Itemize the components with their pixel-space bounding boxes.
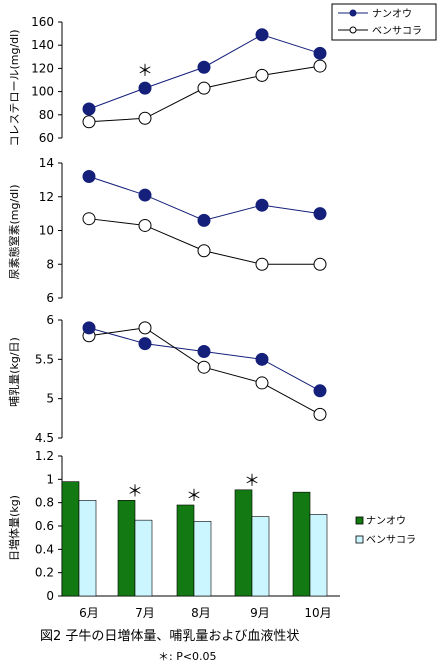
cholesterol-point-2 <box>255 68 269 82</box>
daily-gain-bar-1 <box>292 491 311 597</box>
cholesterol-y-tick-label: 160 <box>31 15 54 29</box>
legend-bensa-marker <box>349 26 357 34</box>
daily-gain-y-tick-label: 0 <box>46 589 54 603</box>
urea-nitrogen-point-2 <box>197 244 211 258</box>
daily-gain-y-tick-label: 1 <box>46 472 54 486</box>
legend-top: ナンオウ ベンサコラ <box>331 3 437 41</box>
daily-gain-bar-2 <box>78 500 97 597</box>
urea-nitrogen-point-2 <box>138 218 152 232</box>
significance-note: ＊: P<0.05 <box>158 650 217 663</box>
milk-intake-series-line-1 <box>88 327 321 392</box>
urea-nitrogen-point-2 <box>82 212 96 226</box>
daily-gain-y-tick-label: 0.8 <box>35 496 54 510</box>
milk-intake-y-tick-label: 6 <box>46 313 54 327</box>
cholesterol-y-tick-label: 60 <box>39 131 54 145</box>
urea-nitrogen-y-tick-label: 12 <box>39 190 54 204</box>
legend-bar-bensa-swatch <box>355 535 364 544</box>
cholesterol-point-1 <box>197 60 211 74</box>
urea-nitrogen-y-tick-label: 14 <box>39 156 54 170</box>
cholesterol-axis-label: コレステロール(mg/dl) <box>8 29 21 146</box>
cholesterol-point-2 <box>313 59 327 73</box>
milk-intake-point-1 <box>197 344 211 358</box>
urea-nitrogen-point-1 <box>197 213 211 227</box>
cholesterol-point-2 <box>138 111 152 125</box>
daily-gain-bar-1 <box>176 504 195 597</box>
milk-intake-point-1 <box>255 352 269 366</box>
urea-nitrogen-point-1 <box>313 207 327 221</box>
figure-caption: 図2 子牛の日増体量、哺乳量および血液性状 <box>40 629 299 644</box>
milk-intake-point-2 <box>138 321 152 335</box>
daily-gain-significance-marker: ＊ <box>244 471 260 490</box>
milk-intake-point-2 <box>313 407 327 421</box>
legend-top-frame <box>331 3 437 41</box>
milk-intake-y-tick-label: 5 <box>46 392 54 406</box>
urea-nitrogen-y-tick-label: 10 <box>39 224 54 238</box>
daily-gain-y-tick-label: 0.2 <box>35 566 54 580</box>
daily-gain-y-tick-label: 0.6 <box>35 519 54 533</box>
daily-gain-bar-1 <box>234 489 253 597</box>
daily-gain-significance-marker: ＊ <box>186 486 202 505</box>
daily-gain-bar-2 <box>134 519 153 597</box>
urea-nitrogen-y-tick-label: 6 <box>46 291 54 305</box>
month-label-aug: 8月 <box>191 606 211 620</box>
daily-gain-bar-1 <box>61 481 80 597</box>
milk-intake-y-tick-label: 5.5 <box>35 352 54 366</box>
daily-gain-bar-2 <box>193 521 212 597</box>
cholesterol-y-tick-label: 80 <box>39 108 54 122</box>
cholesterol-point-1 <box>82 102 96 116</box>
milk-intake-point-1 <box>313 384 327 398</box>
urea-nitrogen-point-1 <box>138 188 152 202</box>
daily-gain-y-tick-label: 1.2 <box>35 449 54 463</box>
legend-nanoh-label: ナンオウ <box>372 8 412 20</box>
legend-nanoh-marker <box>349 9 357 17</box>
cholesterol-y-tick-label: 100 <box>31 85 54 99</box>
legend-bar: ナンオウ ベンサコラ <box>355 515 416 546</box>
legend-bar-nanoh-swatch <box>355 516 364 525</box>
month-label-oct: 10月 <box>304 606 331 620</box>
milk-intake-point-1 <box>82 321 96 335</box>
urea-nitrogen-point-1 <box>255 198 269 212</box>
urea-nitrogen-y-tick-label: 8 <box>46 257 54 271</box>
urea-nitrogen-point-2 <box>255 257 269 271</box>
month-label-jun: 6月 <box>79 606 99 620</box>
cholesterol-point-2 <box>197 81 211 95</box>
milk-intake-point-1 <box>138 337 152 351</box>
milk-intake-point-2 <box>197 360 211 374</box>
month-label-sep: 9月 <box>250 606 270 620</box>
month-label-jul: 7月 <box>135 606 155 620</box>
daily-gain-axis-label: 日増体量(kg) <box>7 495 21 561</box>
legend-bar-bensa-label: ベンサコラ <box>366 534 416 546</box>
milk-intake-point-2 <box>255 376 269 390</box>
milk-intake-y-tick-label: 4.5 <box>35 431 54 445</box>
urea-nitrogen-point-1 <box>82 170 96 183</box>
cholesterol-point-2 <box>82 115 96 129</box>
urea-nitrogen-axis-label: 尿素態窒素(mg/dl) <box>7 184 21 279</box>
daily-gain-bar-2 <box>309 514 328 597</box>
cholesterol-point-1 <box>138 81 152 95</box>
daily-gain-significance-marker: ＊ <box>127 481 143 500</box>
daily-gain-bar-1 <box>117 500 136 597</box>
legend-bensa-label: ベンサコラ <box>372 25 422 37</box>
daily-gain-y-tick-label: 0.4 <box>35 542 54 556</box>
cholesterol-point-1 <box>255 28 269 42</box>
cholesterol-y-tick-label: 140 <box>31 38 54 52</box>
daily-gain-bar-2 <box>251 516 270 597</box>
cholesterol-y-tick-label: 120 <box>31 61 54 75</box>
cholesterol-point-1 <box>313 46 327 60</box>
urea-nitrogen-point-2 <box>313 257 327 271</box>
legend-bar-nanoh-label: ナンオウ <box>366 515 406 527</box>
chart-panels: 6080100120140160＊681012144.555.5600.20.4… <box>31 15 340 603</box>
cholesterol-significance-marker: ＊ <box>137 61 153 80</box>
milk-intake-axis-label: 哺乳量(kg/日) <box>8 337 21 407</box>
urea-nitrogen-series-line-1 <box>88 176 321 221</box>
